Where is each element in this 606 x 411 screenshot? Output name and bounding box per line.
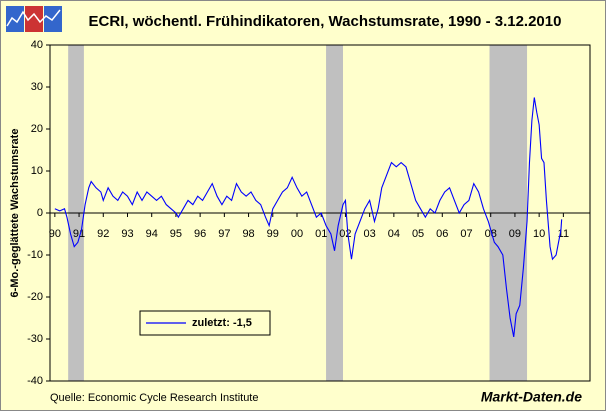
- y-tick-label: -30: [27, 333, 43, 345]
- y-tick-label: 10: [31, 165, 43, 177]
- y-tick-label: 40: [31, 39, 43, 51]
- x-tick-label: 95: [170, 228, 182, 240]
- y-tick-label: 20: [31, 123, 43, 135]
- x-tick-label: 97: [218, 228, 230, 240]
- x-tick-label: 00: [291, 228, 303, 240]
- plot-border: [49, 44, 591, 382]
- legend: zuletzt: -1,5: [139, 310, 271, 336]
- x-tick-label: 93: [121, 228, 133, 240]
- x-tick-label: 11: [558, 228, 569, 240]
- x-tick-label: 90: [49, 228, 61, 240]
- legend-label: zuletzt: -1,5: [192, 317, 252, 329]
- source: Quelle: Economic Cycle Research Institut…: [50, 392, 258, 404]
- x-tick-label: 04: [388, 228, 400, 240]
- x-tick-label: 91: [73, 228, 85, 240]
- y-tick-label: -40: [27, 375, 43, 387]
- y-tick-label: -10: [27, 249, 43, 261]
- y-axis-label: 6-Mo.-geglättete Wachstumsrate: [9, 129, 21, 298]
- chart-title: ECRI, wöchentl. Frühindikatoren, Wachstu…: [89, 13, 562, 30]
- x-tick-label: 01: [315, 228, 327, 240]
- logo: [6, 6, 62, 32]
- x-tick-label: 02: [339, 228, 351, 240]
- data-line: [54, 97, 563, 338]
- x-tick-label: 99: [267, 228, 279, 240]
- x-tick-label: 06: [436, 228, 448, 240]
- x-tick-label: 05: [412, 228, 424, 240]
- x-tick-label: 92: [97, 228, 109, 240]
- x-tick-label: 10: [533, 228, 545, 240]
- x-tick-label: 94: [146, 228, 158, 240]
- x-tick-label: 96: [194, 228, 206, 240]
- y-tick-label: -20: [27, 291, 43, 303]
- x-tick-label: 07: [460, 228, 472, 240]
- x-tick-label: 03: [364, 228, 376, 240]
- x-tick-label: 08: [485, 228, 497, 240]
- y-tick-label: 0: [37, 207, 43, 219]
- brand: Markt-Daten.de: [481, 389, 582, 405]
- x-tick-label: 98: [242, 228, 254, 240]
- y-tick-label: 30: [31, 81, 43, 93]
- x-tick-label: 09: [509, 228, 521, 240]
